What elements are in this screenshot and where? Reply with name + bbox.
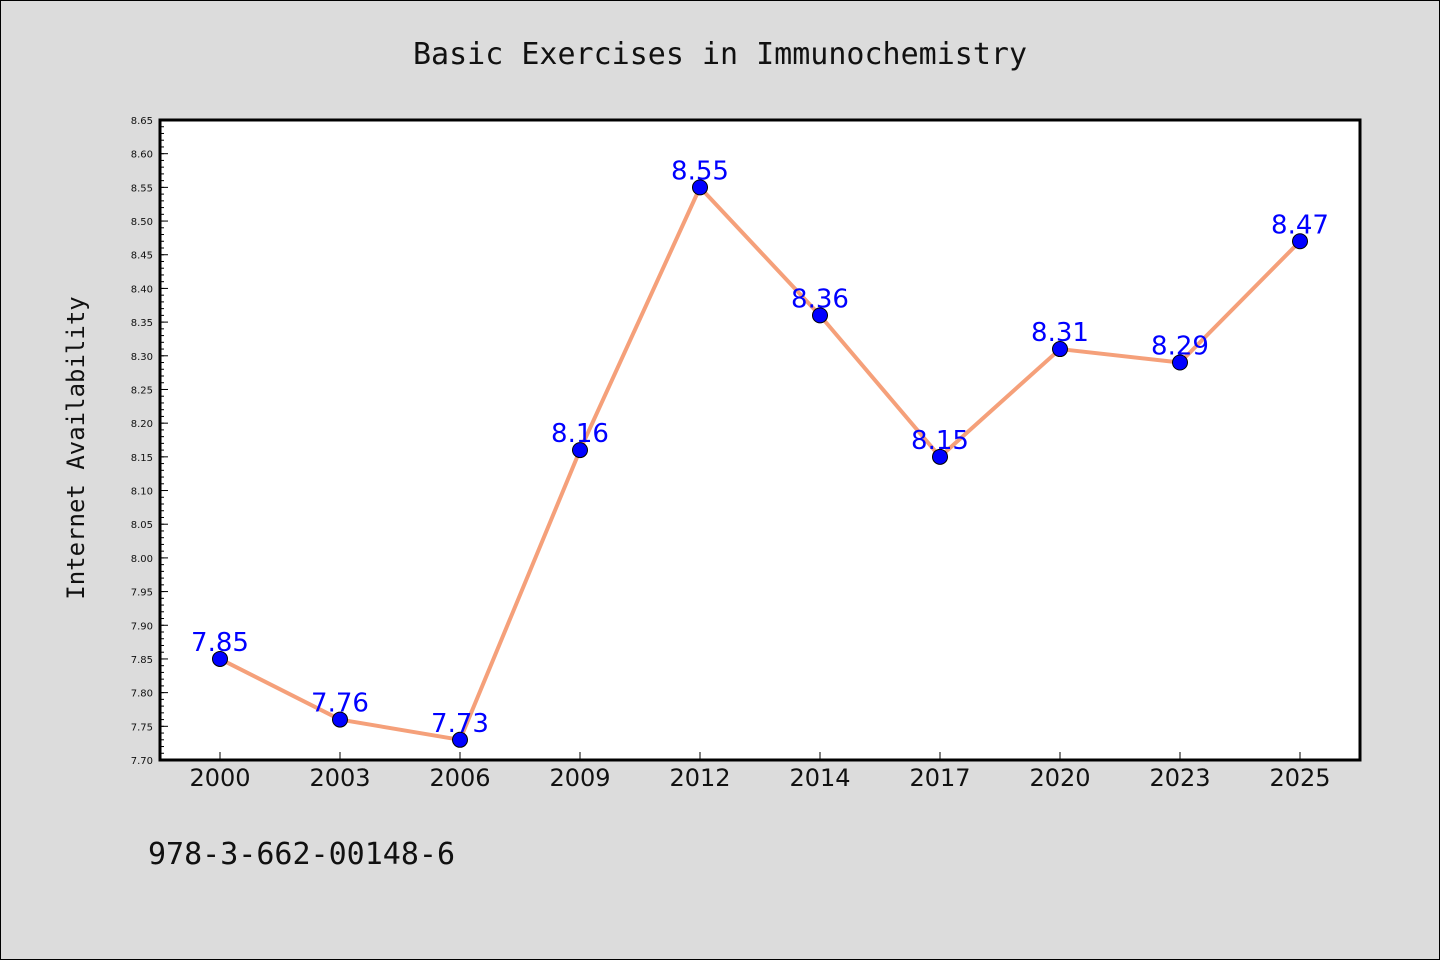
x-tick-label: 2006 (429, 764, 490, 792)
data-point (812, 307, 828, 324)
y-tick-label: 7.70 (131, 756, 153, 767)
y-axis: 7.70 7.75 7.80 7.85 7.90 7.95 8.00 8.05 8.10 8.15… (131, 116, 168, 767)
y-tick-label: 8.20 (131, 419, 153, 430)
y-tick-label: 8.10 (131, 487, 153, 498)
y-tick-label: 8.45 (131, 251, 153, 262)
data-point (332, 711, 348, 728)
y-tick-label: 8.05 (131, 520, 153, 531)
x-tick-label: 2025 (1269, 764, 1330, 792)
x-axis: 2000 2003 2006 2009 2012 2014 2017 2020 2023 2025 (189, 752, 1331, 792)
data-point (452, 731, 468, 748)
x-tick-label: 2020 (1029, 764, 1090, 792)
y-tick-label: 8.35 (131, 318, 153, 329)
x-tick-label: 2009 (549, 764, 610, 792)
y-tick-label: 7.85 (131, 655, 153, 666)
series-line (218, 185, 1302, 742)
data-label: 8.29 (1151, 332, 1209, 362)
y-tick-label: 8.60 (131, 150, 153, 161)
x-tick-label: 2003 (309, 764, 370, 792)
data-point (1292, 233, 1308, 250)
x-tick-label: 2012 (669, 764, 730, 792)
data-label: 8.55 (671, 156, 729, 186)
data-point (1172, 354, 1188, 371)
x-tick-label: 2014 (789, 764, 850, 792)
y-tick-label: 8.65 (131, 116, 153, 127)
y-tick-label: 7.80 (131, 689, 153, 700)
data-label: 8.31 (1031, 318, 1089, 348)
data-label: 7.73 (431, 709, 489, 739)
y-tick-label: 8.25 (131, 385, 153, 396)
x-tick-label: 2023 (1149, 764, 1210, 792)
x-tick-label: 2000 (189, 764, 250, 792)
chart-title: Basic Exercises in Immunochemistry (413, 37, 1027, 72)
isbn-text: 978-3-662-00148-6 (148, 837, 455, 872)
y-tick-label: 8.15 (131, 453, 153, 464)
x-tick-label: 2017 (909, 764, 970, 792)
data-labels: 7.85 7.76 7.73 8.16 8.55 8.36 8.15 8.31 8.29 8.47 (191, 156, 1329, 738)
data-label: 8.36 (791, 284, 849, 314)
y-tick-label: 7.90 (131, 621, 153, 632)
data-point (212, 650, 228, 667)
y-tick-label: 8.50 (131, 217, 153, 228)
y-tick-label: 8.40 (131, 284, 153, 295)
data-point (932, 448, 948, 465)
y-tick-label: 8.55 (131, 183, 153, 194)
series-group (212, 179, 1308, 748)
data-point (572, 442, 588, 459)
y-tick-label: 8.00 (131, 554, 153, 565)
data-label: 8.15 (911, 426, 969, 456)
data-point (692, 179, 708, 196)
data-label: 8.16 (551, 419, 609, 449)
data-label: 7.85 (191, 628, 249, 658)
data-label: 7.76 (311, 689, 369, 719)
y-tick-label: 8.30 (131, 352, 153, 363)
y-tick-label: 7.75 (131, 722, 153, 733)
data-point (1052, 341, 1068, 358)
data-label: 8.47 (1271, 210, 1329, 240)
plot-area (158, 118, 1362, 762)
y-axis-label: Internet Availability (62, 296, 90, 599)
y-tick-label: 7.95 (131, 588, 153, 599)
